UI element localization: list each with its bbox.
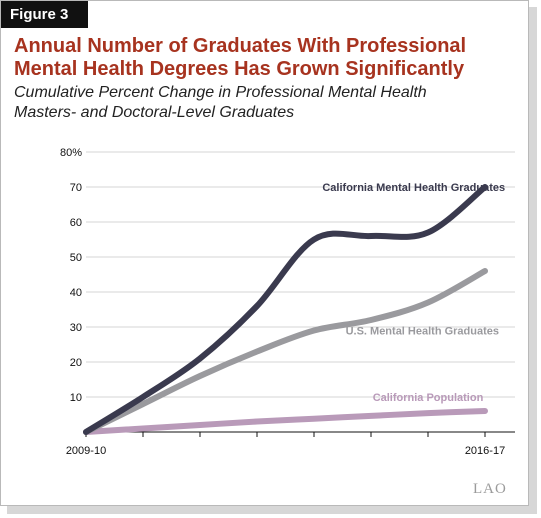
figure-frame: Figure 3 Annual Number of Graduates With… — [0, 0, 529, 506]
figure-subtitle-line-2: Masters- and Doctoral-Level Graduates — [14, 104, 295, 121]
figure-title-line-2: Mental Health Degrees Has Grown Signific… — [14, 58, 465, 80]
series-layer — [83, 184, 488, 435]
figure-subtitle-line-1: Cumulative Percent Change in Professiona… — [14, 84, 427, 101]
series-label-california-grads: California Mental Health Graduates — [322, 182, 505, 194]
lao-logo: LAO — [473, 481, 507, 497]
figure-title: Annual Number of Graduates With Professi… — [14, 35, 514, 81]
y-tick-label-40: 40 — [70, 287, 82, 299]
series-line-california-population — [83, 408, 488, 435]
axis-layer: 80% 70 60 50 40 30 20 10 2009-10 2016-17 — [60, 147, 515, 457]
x-tick-label-0: 2009-10 — [66, 445, 106, 457]
figure-label: Figure 3 — [1, 1, 88, 28]
y-tick-label-60: 60 — [70, 217, 82, 229]
series-line-us-grads — [83, 268, 488, 435]
series-line-california-grads — [83, 184, 488, 435]
y-tick-label-10: 10 — [70, 392, 82, 404]
y-tick-label-50: 50 — [70, 252, 82, 264]
y-tick-label-20: 20 — [70, 357, 82, 369]
label-layer: California Mental Health Graduates U.S. M… — [322, 182, 505, 404]
series-label-california-population: California Population — [373, 392, 484, 404]
series-label-us-grads: U.S. Mental Health Graduates — [346, 326, 499, 338]
y-tick-label-70: 70 — [70, 182, 82, 194]
figure-subtitle: Cumulative Percent Change in Professiona… — [14, 83, 514, 123]
y-tick-label-80: 80% — [60, 147, 82, 159]
y-tick-label-30: 30 — [70, 322, 82, 334]
x-tick-label-7: 2016-17 — [465, 445, 505, 457]
figure-title-line-1: Annual Number of Graduates With Professi… — [14, 35, 467, 57]
